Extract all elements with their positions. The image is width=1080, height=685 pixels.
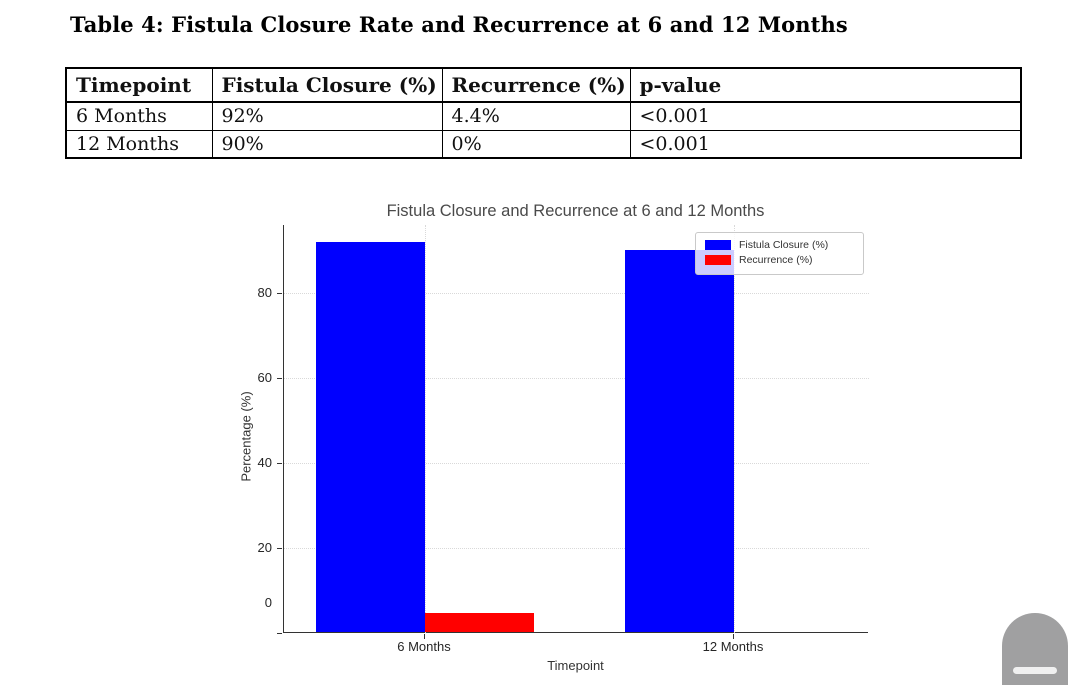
cell-pvalue: <0.001 bbox=[629, 101, 1022, 131]
cell-pvalue: <0.001 bbox=[629, 129, 1022, 159]
col-header-timepoint: Timepoint bbox=[65, 67, 213, 103]
gridline bbox=[734, 225, 735, 633]
col-header-pvalue: p-value bbox=[629, 67, 1022, 103]
y-tick-label: 40 bbox=[257, 455, 272, 470]
y-tick-mark bbox=[277, 463, 282, 464]
y-tick-mark bbox=[277, 548, 282, 549]
col-header-recurrence: Recurrence (%) bbox=[441, 67, 631, 103]
x-tick-mark bbox=[424, 634, 425, 639]
bar-closure-6-months bbox=[316, 241, 425, 632]
chart-title: Fistula Closure and Recurrence at 6 and … bbox=[386, 202, 765, 220]
table-header-row: Timepoint Fistula Closure (%) Recurrence… bbox=[65, 67, 1022, 103]
table-caption: Table 4: Fistula Closure Rate and Recurr… bbox=[70, 12, 848, 37]
gridline bbox=[284, 293, 869, 294]
scroll-indicator-bar-icon bbox=[1013, 667, 1057, 674]
col-header-fistula-closure: Fistula Closure (%) bbox=[211, 67, 443, 103]
cell-timepoint: 6 Months bbox=[65, 101, 213, 131]
gridline bbox=[284, 548, 869, 549]
y-tick-label: 20 bbox=[257, 540, 272, 555]
results-table: Timepoint Fistula Closure (%) Recurrence… bbox=[65, 67, 1022, 159]
table-row: 6 Months 92% 4.4% <0.001 bbox=[65, 101, 1022, 131]
y-tick-mark bbox=[277, 293, 282, 294]
y-tick-mark bbox=[277, 633, 282, 634]
cell-recurrence: 4.4% bbox=[441, 101, 631, 131]
legend-swatch-blue bbox=[705, 240, 731, 250]
x-tick-label: 6 Months bbox=[397, 639, 451, 654]
cell-closure: 90% bbox=[211, 129, 443, 159]
gridline bbox=[425, 225, 426, 633]
cell-recurrence: 0% bbox=[441, 129, 631, 159]
y-tick-label: 0 bbox=[264, 595, 272, 610]
table-row: 12 Months 90% 0% <0.001 bbox=[65, 129, 1022, 159]
y-tick-label: 80 bbox=[257, 285, 272, 300]
legend-label: Recurrence (%) bbox=[739, 254, 813, 266]
cell-closure: 92% bbox=[211, 101, 443, 131]
chart-legend: Fistula Closure (%) Recurrence (%) bbox=[695, 232, 864, 275]
gridline bbox=[284, 378, 869, 379]
y-tick-label: 60 bbox=[257, 370, 272, 385]
legend-entry: Fistula Closure (%) bbox=[705, 239, 856, 251]
x-tick-mark bbox=[733, 634, 734, 639]
plot-area bbox=[283, 225, 869, 633]
legend-entry: Recurrence (%) bbox=[705, 254, 856, 266]
y-tick-mark bbox=[277, 378, 282, 379]
legend-swatch-red bbox=[705, 255, 731, 265]
x-tick-label: 12 Months bbox=[702, 639, 764, 654]
bar-recurrence-6-months bbox=[425, 613, 534, 632]
cell-timepoint: 12 Months bbox=[65, 129, 213, 159]
legend-label: Fistula Closure (%) bbox=[739, 239, 829, 251]
y-axis-label: Percentage (%) bbox=[238, 391, 254, 482]
gridline bbox=[284, 463, 869, 464]
bar-closure-12-months bbox=[625, 250, 734, 632]
bar-chart: Fistula Closure and Recurrence at 6 and … bbox=[238, 195, 890, 675]
scroll-indicator[interactable] bbox=[1002, 613, 1068, 685]
x-axis-label: Timepoint bbox=[547, 658, 604, 673]
